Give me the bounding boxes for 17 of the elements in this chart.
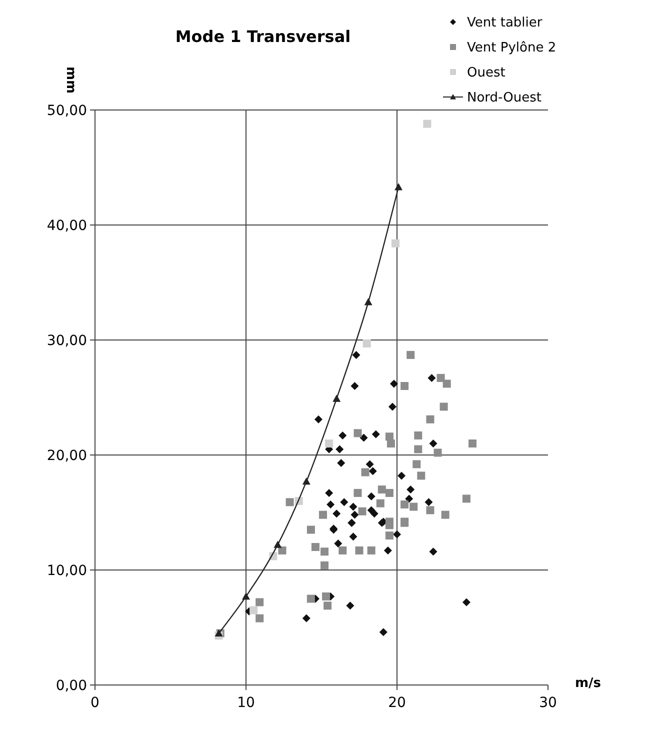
y-tick-label: 10,00 [46, 562, 87, 579]
y-axis-title: mm [63, 66, 78, 94]
y-tick-label: 50,00 [46, 102, 87, 119]
legend-label: Nord-Ouest [467, 90, 542, 106]
legend-label: Ouest [467, 66, 506, 81]
y-tick-label: 30,00 [46, 332, 87, 349]
x-tick-label: 20 [388, 695, 406, 711]
x-tick-label: 10 [237, 695, 255, 711]
chart-title: Mode 1 Transversal [175, 27, 351, 46]
legend-label: Vent tablier [467, 16, 543, 31]
y-tick-label: 0,00 [56, 678, 87, 694]
x-tick-label: 0 [90, 695, 100, 711]
y-tick-label: 20,00 [46, 448, 87, 464]
legend-label: Vent Pylône 2 [467, 40, 556, 56]
x-tick-label: 30 [539, 695, 557, 711]
x-axis-title: m/s [574, 676, 602, 691]
y-tick-label: 40,00 [46, 218, 87, 234]
